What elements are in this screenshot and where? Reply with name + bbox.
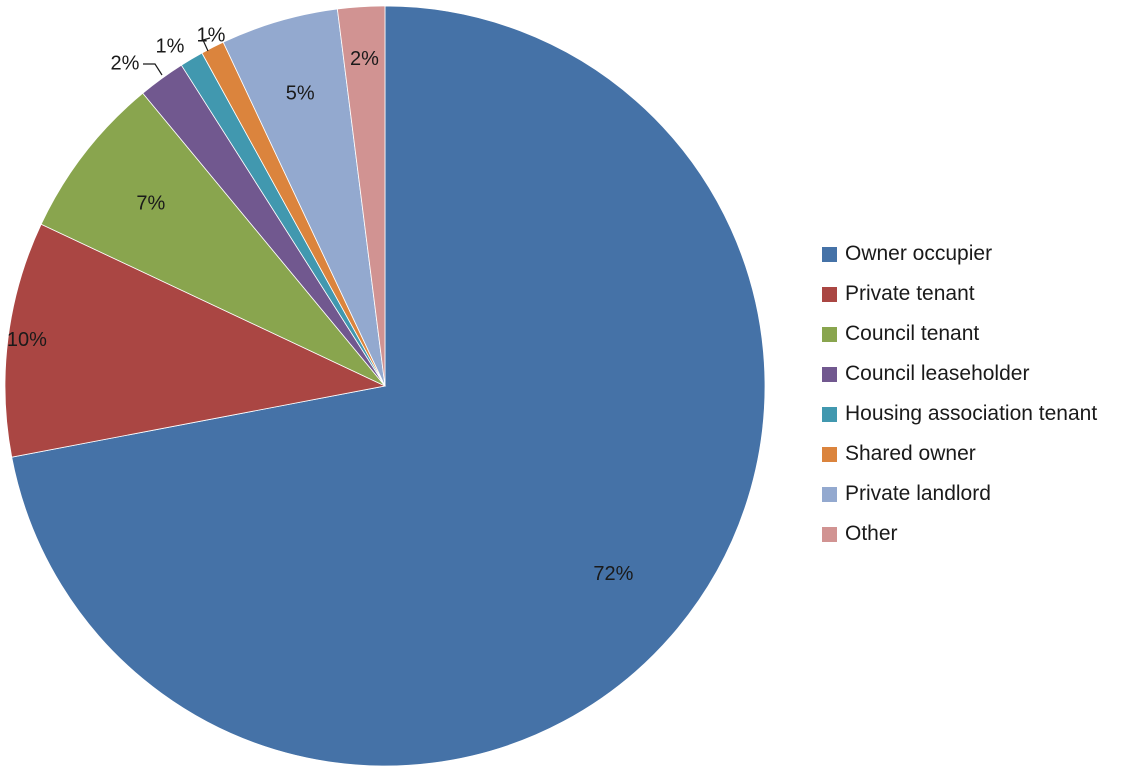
legend-label: Housing association tenant [845, 402, 1098, 425]
data-label-shared-owner: 1% [197, 24, 226, 46]
legend-label: Owner occupier [845, 242, 993, 265]
legend-item-owner-occupier: Owner occupier [822, 234, 1148, 274]
legend-swatch [822, 446, 837, 462]
legend-swatch [822, 406, 837, 422]
legend-label: Shared owner [845, 442, 976, 465]
legend-item-housing-association-tenant: Housing association tenant [822, 394, 1148, 434]
legend-swatch [822, 366, 837, 382]
legend-item-private-tenant: Private tenant [822, 274, 1148, 314]
data-label-owner-occupier: 72% [593, 563, 633, 585]
legend-swatch [822, 486, 837, 502]
legend-label: Council leaseholder [845, 362, 1030, 385]
pie-slice-council-tenant [40, 92, 386, 387]
legend-item-council-leaseholder: Council leaseholder [822, 354, 1148, 394]
chart-legend: Owner occupier Private tenant Council tena… [822, 234, 1148, 554]
legend-item-private-landlord: Private landlord [822, 474, 1148, 514]
legend-item-shared-owner: Shared owner [822, 434, 1148, 474]
data-label-private-landlord: 5% [286, 82, 315, 104]
data-label-council-leaseholder: 2% [111, 52, 140, 74]
leader-line-shared-owner [202, 37, 211, 52]
legend-item-other: Other [822, 514, 1148, 554]
legend-swatch [822, 286, 837, 302]
data-label-other: 2% [350, 48, 379, 70]
leader-line-council-leaseholder [143, 63, 163, 76]
legend-label: Private landlord [845, 482, 991, 505]
legend-label: Other [845, 522, 898, 545]
legend-label: Private tenant [845, 282, 975, 305]
pie-slice-other [336, 5, 386, 387]
legend-label: Council tenant [845, 322, 980, 345]
legend-swatch [822, 246, 837, 262]
data-label-private-tenant: 10% [7, 329, 47, 351]
legend-item-council-tenant: Council tenant [822, 314, 1148, 354]
pie-slice-private-tenant [4, 223, 387, 458]
data-label-council-tenant: 7% [136, 193, 165, 215]
pie-slice-owner-occupier [11, 5, 766, 767]
legend-swatch [822, 526, 837, 542]
legend-swatch [822, 326, 837, 342]
data-label-housing-association-tenant: 1% [156, 35, 185, 57]
